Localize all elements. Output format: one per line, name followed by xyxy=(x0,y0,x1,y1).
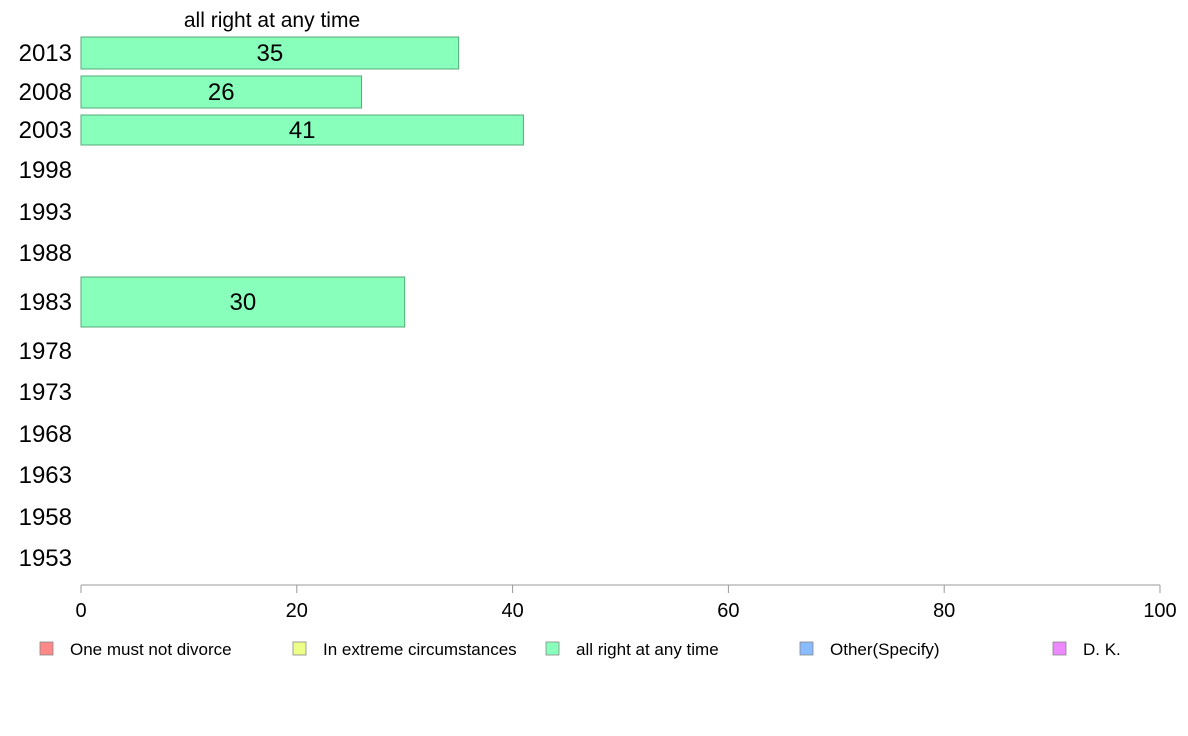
legend-label-3: Other(Specify) xyxy=(830,640,940,659)
bar-1983 xyxy=(80,276,406,328)
legend-label-2: all right at any time xyxy=(576,640,719,659)
legend-swatch-0 xyxy=(39,641,54,656)
legend-swatch-2 xyxy=(545,641,560,656)
bar-value-label-2013: 35 xyxy=(256,40,283,67)
x-tick-label-60: 60 xyxy=(717,600,739,622)
category-label-2013: 2013 xyxy=(19,40,72,67)
legend-label-1: In extreme circumstances xyxy=(323,640,517,659)
x-tick-label-20: 20 xyxy=(286,600,308,622)
category-label-2003: 2003 xyxy=(19,117,72,144)
category-label-1958: 1958 xyxy=(19,504,72,531)
legend-swatch-1 xyxy=(292,641,307,656)
category-labels: 2013 2008 2003 1998 1993 1988 1983 1978 1973 1968… xyxy=(19,40,72,572)
category-label-1973: 1973 xyxy=(19,379,72,406)
bars-group: 35 26 41 30 xyxy=(80,36,524,328)
category-label-1988: 1988 xyxy=(19,240,72,267)
x-tick-label-40: 40 xyxy=(501,600,523,622)
legend: One must not divorce In extreme circumsta… xyxy=(39,640,1121,659)
x-tick-label-0: 0 xyxy=(75,600,86,622)
legend-swatch-4 xyxy=(1052,641,1067,656)
legend-swatch-3 xyxy=(799,641,814,656)
category-label-1998: 1998 xyxy=(19,157,72,184)
legend-label-4: D. K. xyxy=(1083,640,1121,659)
bar-value-label-2008: 26 xyxy=(208,79,235,106)
legend-label-0: One must not divorce xyxy=(70,640,232,659)
bar-value-label-1983: 30 xyxy=(229,289,256,316)
category-label-1993: 1993 xyxy=(19,199,72,226)
x-axis: 0 20 40 60 80 100 xyxy=(75,584,1177,622)
bar-2008 xyxy=(80,75,363,109)
category-label-2008: 2008 xyxy=(19,79,72,106)
category-label-1983: 1983 xyxy=(19,289,72,316)
chart-title: all right at any time xyxy=(184,9,360,32)
category-label-1963: 1963 xyxy=(19,462,72,489)
category-label-1953: 1953 xyxy=(19,545,72,572)
bar-value-label-2003: 41 xyxy=(289,117,316,144)
bar-2003 xyxy=(80,114,524,146)
category-label-1968: 1968 xyxy=(19,421,72,448)
x-tick-label-80: 80 xyxy=(933,600,955,622)
bar-2013 xyxy=(80,36,460,70)
category-label-1978: 1978 xyxy=(19,338,72,365)
x-tick-label-100: 100 xyxy=(1143,600,1176,622)
